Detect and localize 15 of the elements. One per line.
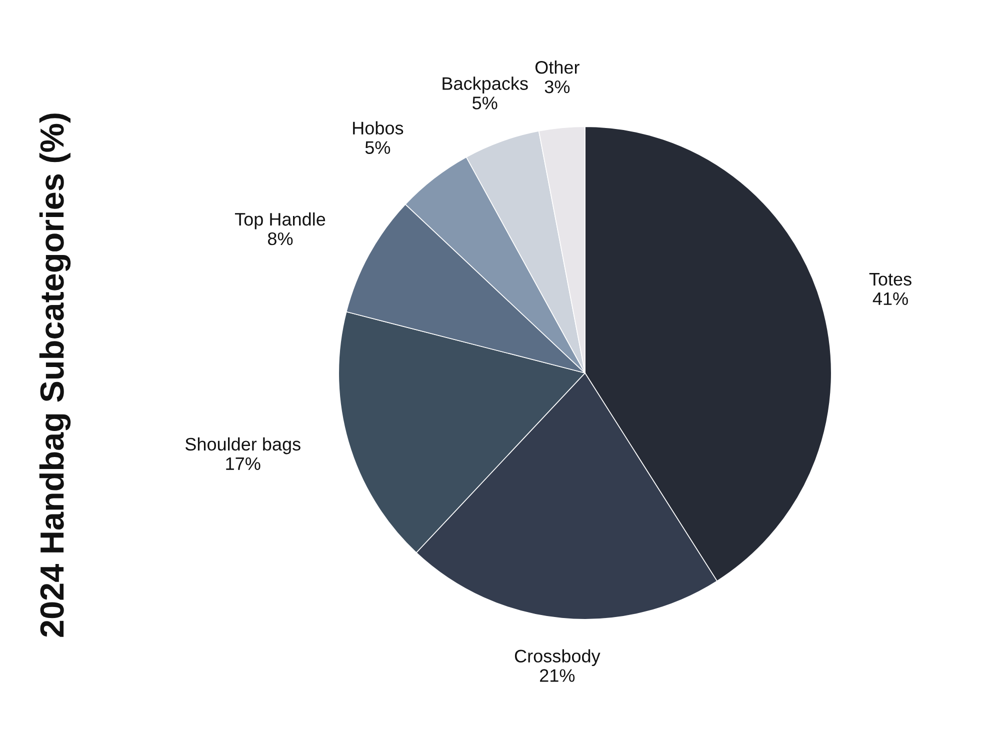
data-label: 21% [540,669,575,682]
slice-label: Other [535,60,580,74]
slice-label: Shoulder bags [185,437,300,454]
data-label: 8% [268,232,293,246]
data-label: 5% [365,141,390,154]
data-label: 5% [472,96,498,110]
slice-label: Crossbody [514,649,600,666]
data-label: 41% [872,292,908,306]
data-label: 3% [544,80,570,94]
text: 2024 Handbag Subcategories (%) [39,114,71,637]
data-label: 17% [226,457,260,470]
slice-label: Totes [869,273,912,286]
slice-label: Backpacks [442,76,528,94]
slice-label: Hobos [353,121,404,135]
slice-label: Top Handle [234,212,326,230]
